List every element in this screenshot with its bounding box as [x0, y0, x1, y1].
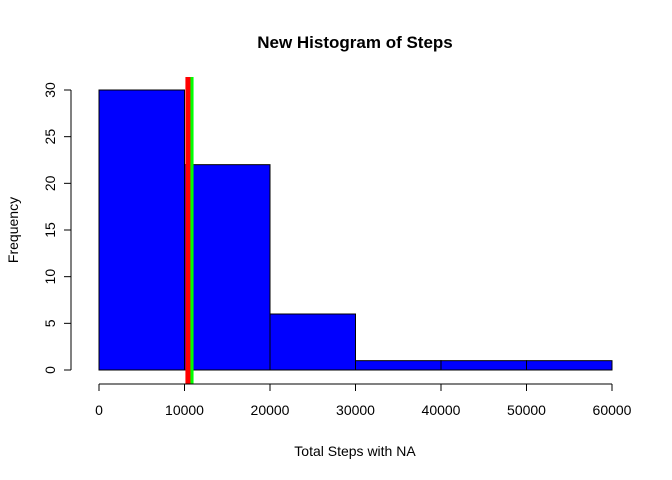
histogram-bar-1: [98, 89, 185, 371]
x-tick-label: 50000: [507, 402, 546, 418]
histogram-bar-6: [526, 360, 613, 371]
histogram-bar-2: [184, 164, 271, 371]
y-tick-label: 5: [42, 319, 58, 327]
x-axis-label: Total Steps with NA: [294, 443, 416, 459]
x-axis: 0 10000 20000 30000 40000 50000 60000: [95, 383, 632, 418]
x-tick-label: 60000: [593, 402, 632, 418]
y-tick-label: 10: [42, 269, 58, 285]
y-axis-label: Frequency: [5, 197, 21, 263]
y-tick-label: 0: [42, 366, 58, 374]
y-tick-label: 15: [42, 222, 58, 238]
histogram-bar-5: [440, 360, 527, 371]
x-tick-label: 30000: [336, 402, 375, 418]
y-axis: 0 5 10 15 20 25 30: [42, 82, 72, 374]
histogram-bar-4: [355, 360, 442, 371]
bars-group: [98, 89, 613, 371]
x-tick-label: 0: [95, 402, 103, 418]
chart-title: New Histogram of Steps: [257, 33, 453, 52]
x-tick-label: 40000: [422, 402, 461, 418]
y-tick-label: 20: [42, 175, 58, 191]
y-tick-label: 30: [42, 82, 58, 98]
x-tick-label: 20000: [251, 402, 290, 418]
histogram-bar-3: [269, 313, 356, 371]
reference-lines-group: [185, 77, 194, 384]
y-tick-label: 25: [42, 129, 58, 145]
x-tick-label: 10000: [165, 402, 204, 418]
